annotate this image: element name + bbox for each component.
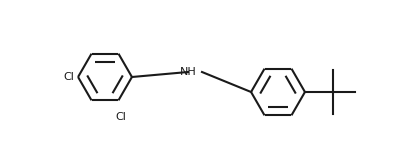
Text: NH: NH (180, 67, 196, 77)
Text: Cl: Cl (115, 112, 126, 122)
Text: Cl: Cl (63, 72, 74, 82)
